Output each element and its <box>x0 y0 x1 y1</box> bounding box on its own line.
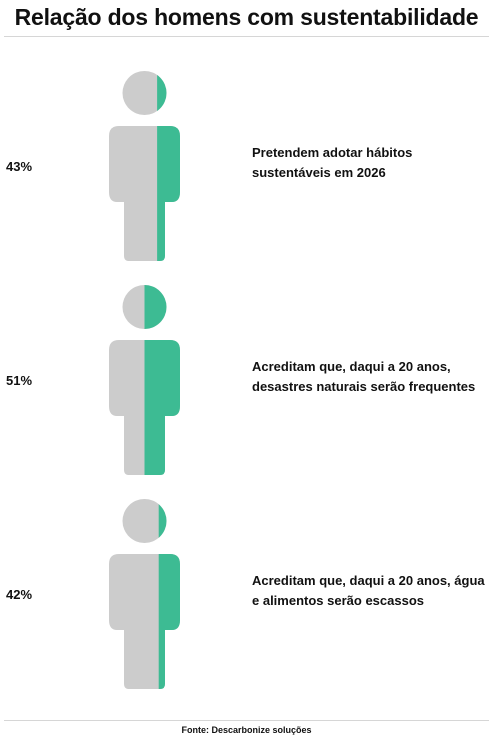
person-icon <box>109 71 180 261</box>
description-text: Acreditam que, daqui a 20 anos, água e al… <box>252 571 488 611</box>
description-line: sustentáveis em 2026 <box>252 165 386 180</box>
description-text: Pretendem adotar hábitos sustentáveis em … <box>252 143 488 183</box>
description-text: Acreditam que, daqui a 20 anos, desastres… <box>252 357 488 397</box>
description-line: Pretendem adotar hábitos <box>252 145 413 160</box>
pictogram-row: 51% Acreditam que, daqui a 20 anos, desast… <box>0 284 493 484</box>
percentage-label: 43% <box>6 159 33 174</box>
person-icon <box>109 285 180 475</box>
pictogram-row: 42% Acreditam que, daqui a 20 anos, água e… <box>0 498 493 698</box>
description-line: Acreditam que, daqui a 20 anos, <box>252 359 451 374</box>
description-line: e alimentos serão escassos <box>252 593 424 608</box>
person-icon <box>109 499 180 689</box>
person-fill-value <box>144 285 180 475</box>
percentage-label: 51% <box>6 373 33 388</box>
description-line: Acreditam que, daqui a 20 anos, água <box>252 573 485 588</box>
chart-title: Relação dos homens com sustentabilidade <box>14 4 479 30</box>
bottom-divider <box>4 720 489 721</box>
source-note: Fonte: Descarbonize soluções <box>181 725 312 735</box>
description-line: desastres naturais serão frequentes <box>252 379 476 394</box>
pictogram-row: 43% Pretendem adotar hábitos sustentáveis … <box>0 70 493 270</box>
top-divider <box>4 36 489 37</box>
person-fill-value <box>158 504 180 689</box>
person-fill-value <box>157 74 180 261</box>
percentage-label: 42% <box>6 587 33 602</box>
